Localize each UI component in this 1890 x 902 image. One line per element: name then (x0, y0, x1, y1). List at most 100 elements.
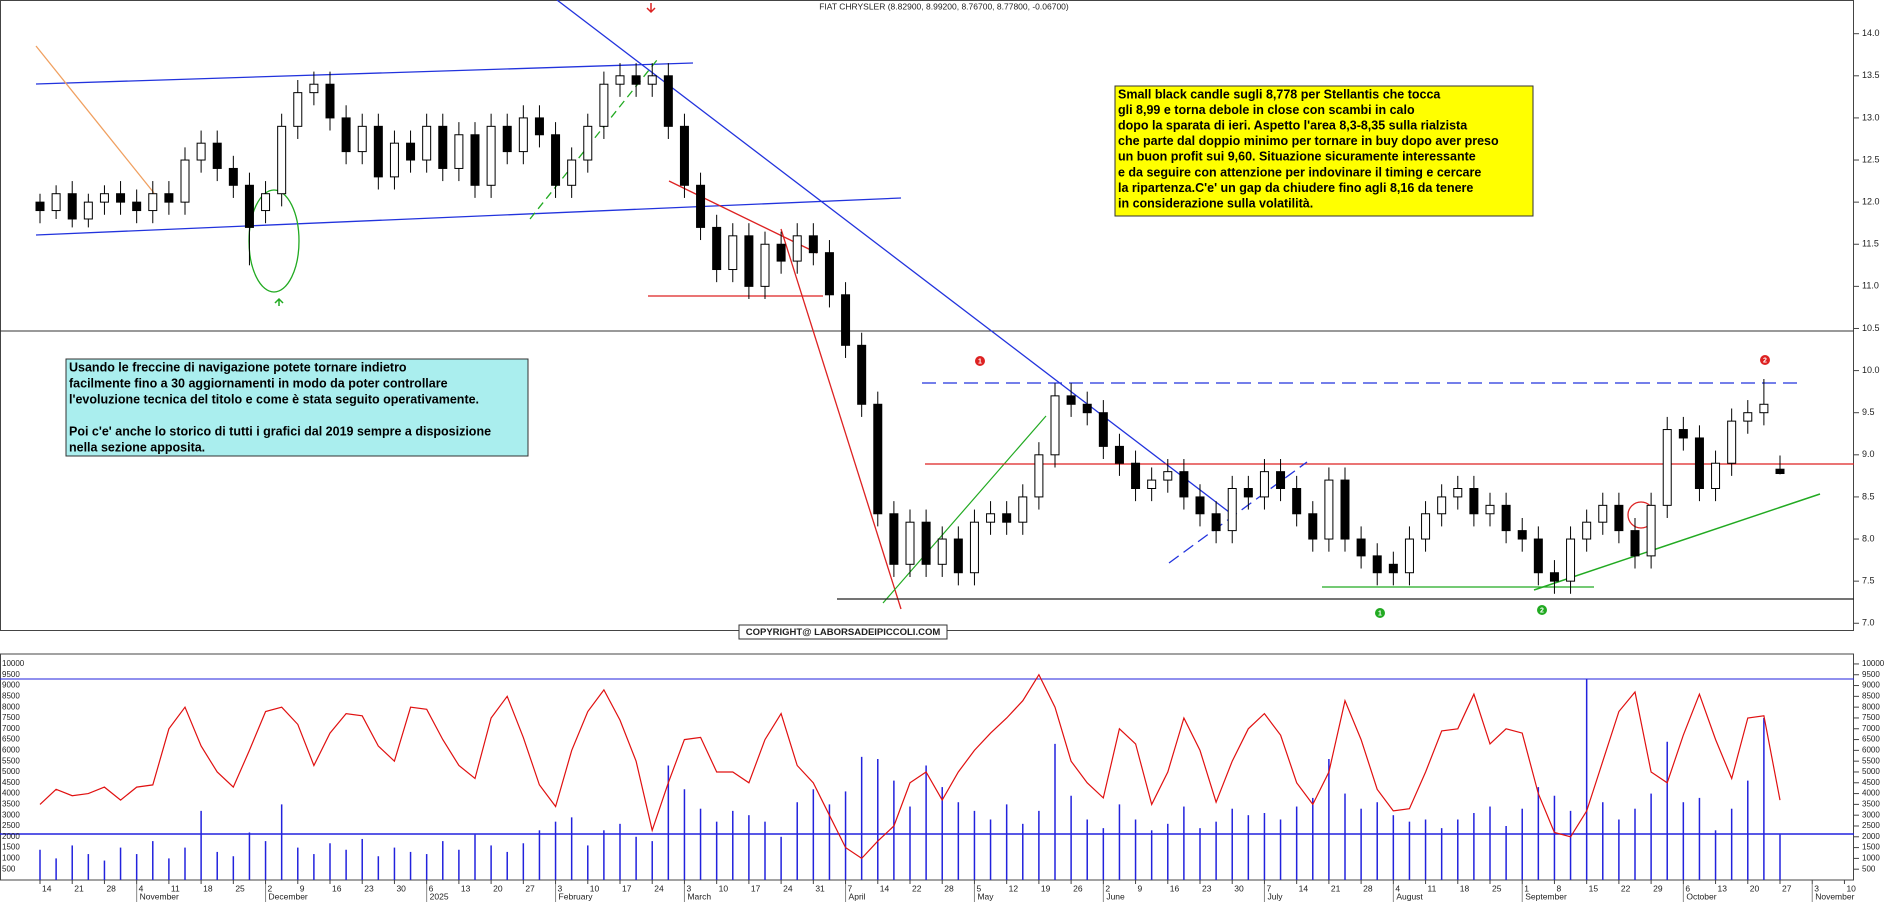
x-tick-label: 10 (590, 883, 600, 893)
candle-body (164, 193, 174, 203)
x-tick-label: 25 (1492, 883, 1502, 893)
candle-body (1501, 504, 1511, 532)
candle-body (953, 538, 963, 574)
candle-body (1227, 488, 1237, 532)
candle-body (1533, 538, 1543, 574)
comment-box (1114, 85, 1534, 217)
y-tick-label: 11.0 (1862, 281, 1879, 291)
candle-body (969, 521, 979, 574)
y-tick-label: 10000 (1862, 659, 1885, 668)
candle-body (1356, 538, 1366, 557)
x-tick-label: 6 (429, 883, 434, 893)
x-tick-label: 28 (1363, 883, 1373, 893)
x-tick-label: 11 (171, 883, 180, 893)
y-tick-label: 12.5 (1862, 154, 1880, 164)
candle-body (631, 75, 641, 85)
candle-body (406, 142, 416, 161)
y-tick-label: 8000 (2, 702, 20, 711)
x-tick-label: 27 (525, 883, 535, 893)
candle-body (212, 142, 222, 169)
candle-body (1098, 412, 1108, 447)
y-tick-label: 6000 (1862, 745, 1880, 754)
candle-body (180, 159, 190, 203)
candle-body (389, 142, 399, 178)
x-tick-label: 30 (1234, 883, 1244, 893)
candle-body (567, 159, 577, 186)
x-tick-label: 3 (1814, 883, 1819, 893)
x-tick-label: 17 (622, 883, 632, 893)
y-tick-label: 8500 (2, 691, 20, 700)
candle-body (67, 193, 77, 220)
x-tick-label: 14 (880, 883, 890, 893)
candle-body (776, 243, 786, 262)
comment-line: gli 8,99 e torna debole in close con sca… (1118, 103, 1415, 117)
comment-line: e da seguire con attenzione per indovina… (1118, 165, 1481, 179)
trend-line (780, 228, 902, 610)
marker-label: 2 (1540, 607, 1544, 614)
candle-body (1662, 429, 1672, 506)
month-label: June (1106, 891, 1125, 901)
x-tick-label: 10 (1846, 883, 1856, 893)
marker-dot (975, 356, 985, 366)
candle-body (889, 513, 899, 565)
comment-line: Small black candle sugli 8,778 per Stell… (1118, 87, 1441, 101)
y-tick-label: 8.5 (1862, 491, 1875, 501)
x-tick-label: 16 (332, 883, 342, 893)
y-tick-label: 4500 (2, 778, 20, 787)
x-tick-label: 27 (1782, 883, 1792, 893)
y-tick-label: 6500 (2, 735, 20, 744)
candle-body (1179, 471, 1189, 498)
trend-line (35, 45, 155, 194)
candle-body (1404, 538, 1414, 574)
y-tick-label: 500 (1862, 864, 1876, 873)
candle-body (841, 294, 851, 346)
x-tick-label: 8 (1556, 883, 1561, 893)
candle-body (83, 201, 93, 220)
candle-body (728, 235, 738, 271)
candle-body (277, 125, 287, 195)
x-tick-label: 1 (1524, 883, 1529, 893)
y-tick-label: 7.5 (1862, 576, 1875, 586)
y-tick-label: 1500 (2, 843, 20, 852)
candle-body (1727, 420, 1737, 464)
info-line: l'evoluzione tecnica del titolo e come è… (69, 392, 479, 406)
month-label: March (687, 891, 711, 901)
month-label: April (849, 891, 866, 901)
x-tick-label: 28 (944, 883, 954, 893)
month-label: November (1815, 891, 1854, 901)
y-tick-label: 1000 (2, 854, 20, 863)
x-tick-label: 24 (654, 883, 664, 893)
x-tick-label: 7 (848, 883, 853, 893)
candle-body (1678, 429, 1688, 439)
x-tick-label: 5 (976, 883, 981, 893)
y-tick-label: 7000 (1862, 724, 1880, 733)
candle-body (1211, 513, 1221, 532)
x-tick-label: 11 (1428, 883, 1437, 893)
comment-line: un buon profit sui 9,60. Situazione sicu… (1118, 150, 1476, 164)
candle-body (518, 117, 528, 153)
y-tick-label: 11.5 (1862, 239, 1879, 249)
y-tick-label: 1500 (1862, 843, 1880, 852)
candle-body (470, 134, 480, 186)
copyright-box (738, 624, 948, 640)
arrow-down (646, 3, 656, 14)
month-label: November (140, 891, 179, 901)
candle-body (1243, 488, 1253, 498)
y-tick-label: 9.0 (1862, 449, 1875, 459)
x-tick-label: 2 (1105, 883, 1110, 893)
candle-body (502, 125, 512, 153)
y-tick-label: 5500 (1862, 756, 1880, 765)
x-tick-label: 29 (1653, 883, 1663, 893)
y-tick-label: 9500 (2, 670, 20, 679)
x-tick-label: 4 (1395, 883, 1400, 893)
y-tick-label: 7000 (2, 724, 20, 733)
y-tick-label: 7500 (1862, 713, 1880, 722)
info-line: facilmente fino a 30 aggiornamenti in mo… (69, 376, 448, 390)
candle-body (132, 201, 142, 212)
candle-body (824, 252, 834, 296)
y-tick-label: 2000 (1862, 832, 1880, 841)
x-tick-label: 23 (364, 883, 374, 893)
candle-body (534, 117, 544, 136)
candle-body (1598, 504, 1608, 523)
